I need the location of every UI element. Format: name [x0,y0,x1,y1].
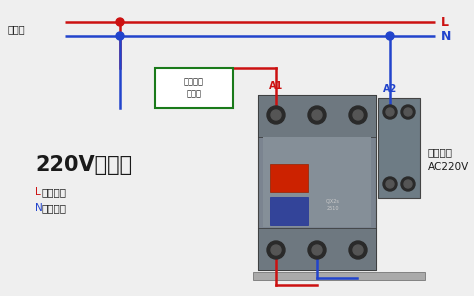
Circle shape [116,18,124,26]
Text: 线圈电压
AC220V: 线圈电压 AC220V [428,148,469,172]
Circle shape [271,245,281,255]
Circle shape [383,177,397,191]
Text: A1: A1 [269,81,283,91]
Circle shape [353,245,363,255]
Circle shape [267,106,285,124]
Bar [270,164,308,192]
Bar [270,197,308,225]
Text: A2: A2 [383,84,397,94]
Circle shape [401,105,415,119]
Text: 代表火线: 代表火线 [42,187,67,197]
Text: N: N [35,203,43,213]
Bar [263,137,371,227]
Circle shape [386,108,394,116]
Bar [258,95,376,270]
Text: 代表零线: 代表零线 [42,203,67,213]
Text: L: L [35,187,41,197]
Bar [253,272,425,280]
Text: L: L [441,15,449,28]
Bar [155,68,233,108]
Bar [378,98,420,198]
Circle shape [312,110,322,120]
Circle shape [116,32,124,40]
Circle shape [308,106,326,124]
Circle shape [401,177,415,191]
Circle shape [349,241,367,259]
Circle shape [353,110,363,120]
Bar [258,228,376,270]
Text: N: N [441,30,451,43]
Circle shape [386,180,394,188]
Circle shape [312,245,322,255]
Circle shape [386,32,394,40]
Circle shape [271,110,281,120]
Circle shape [404,108,412,116]
Text: 控制元件
及开关: 控制元件 及开关 [184,78,204,98]
Circle shape [308,241,326,259]
Bar [258,95,376,137]
Circle shape [404,180,412,188]
Text: 220V接线图: 220V接线图 [35,155,132,175]
Circle shape [349,106,367,124]
Text: 电源端: 电源端 [8,24,26,34]
Circle shape [383,105,397,119]
Text: CJX2s
2510: CJX2s 2510 [326,200,340,210]
Circle shape [267,241,285,259]
